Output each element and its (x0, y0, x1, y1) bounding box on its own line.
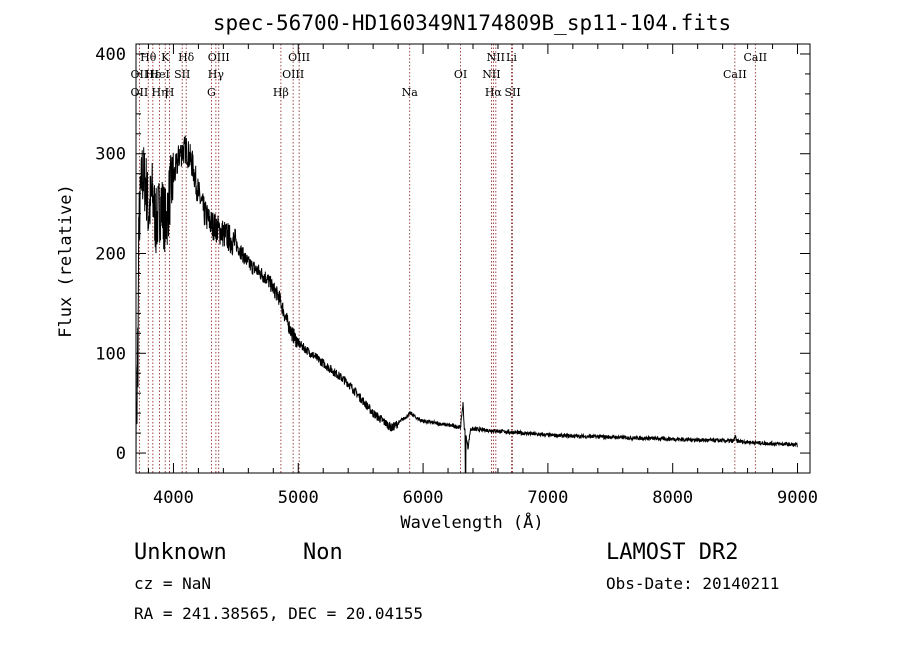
x-tick-label: 7000 (527, 488, 568, 508)
y-tick-label: 100 (95, 344, 126, 364)
y-tick-label: 200 (95, 245, 126, 265)
y-tick-label: 300 (95, 145, 126, 165)
spectral-line-label: H (165, 86, 175, 99)
spectral-line-label: OIII (282, 68, 304, 81)
object-class: Unknown (134, 540, 227, 565)
observation-date: Obs-Date: 20140211 (606, 574, 779, 593)
y-axis-label: Flux (relative) (56, 184, 76, 338)
spectral-line-label: OII (131, 86, 149, 99)
spectral-line-label: G (207, 86, 216, 99)
spectral-line-markers (138, 44, 756, 473)
spectral-line-label: CaII (723, 68, 747, 81)
spectral-line-label: OIII (288, 51, 310, 64)
x-tick-label: 4000 (153, 488, 194, 508)
spectral-line-label: NII (487, 51, 505, 64)
x-tick-label: 6000 (403, 488, 444, 508)
x-axis-label: Wavelength (Å) (400, 511, 543, 533)
spectral-line-label: Na (402, 86, 419, 99)
redshift-readout: cz = NaN (134, 574, 211, 593)
x-axis-ticks: 4000 5000 6000 7000 8000 9000 (147, 44, 818, 508)
spectral-line-label: OI (454, 68, 467, 81)
x-tick-label: 9000 (777, 488, 818, 508)
spectral-line-label: Hθ (140, 51, 157, 64)
x-tick-label: 5000 (278, 488, 319, 508)
coordinates-readout: RA = 241.38565, DEC = 20.04155 (134, 604, 423, 623)
spectral-line-label: CaII (743, 51, 767, 64)
x-tick-label: 8000 (652, 488, 693, 508)
spectral-line-label: SII (504, 86, 520, 99)
survey-name: LAMOST DR2 (606, 540, 738, 565)
spectral-line-label: Hη (151, 86, 167, 99)
plot-frame (135, 43, 811, 474)
object-subclass: Non (303, 540, 343, 565)
y-tick-label: 0 (116, 444, 126, 464)
spectral-line-label: NII (482, 68, 500, 81)
spectral-line-label: HeI (149, 68, 169, 81)
y-axis-ticks: 0 100 200 300 400 (95, 45, 810, 464)
spectral-line-label: Hβ (273, 86, 289, 99)
spectral-line-label: K (161, 51, 170, 64)
spectral-line-label: OIII (208, 51, 230, 64)
spectral-line-label: Hα (485, 86, 503, 99)
chart-title: spec-56700-HD160349N174809B_sp11-104.fit… (213, 11, 731, 35)
spectral-line-label: Hδ (178, 51, 195, 64)
y-tick-label: 400 (95, 45, 126, 65)
spectral-line-label: Hε (145, 68, 161, 81)
spectral-line-label: Hγ (208, 68, 225, 81)
spectrum-line (135, 135, 798, 474)
spectral-line-label: OII (131, 68, 149, 81)
spectral-line-label: SII (174, 68, 190, 81)
spectral-line-label: Li (506, 51, 517, 64)
